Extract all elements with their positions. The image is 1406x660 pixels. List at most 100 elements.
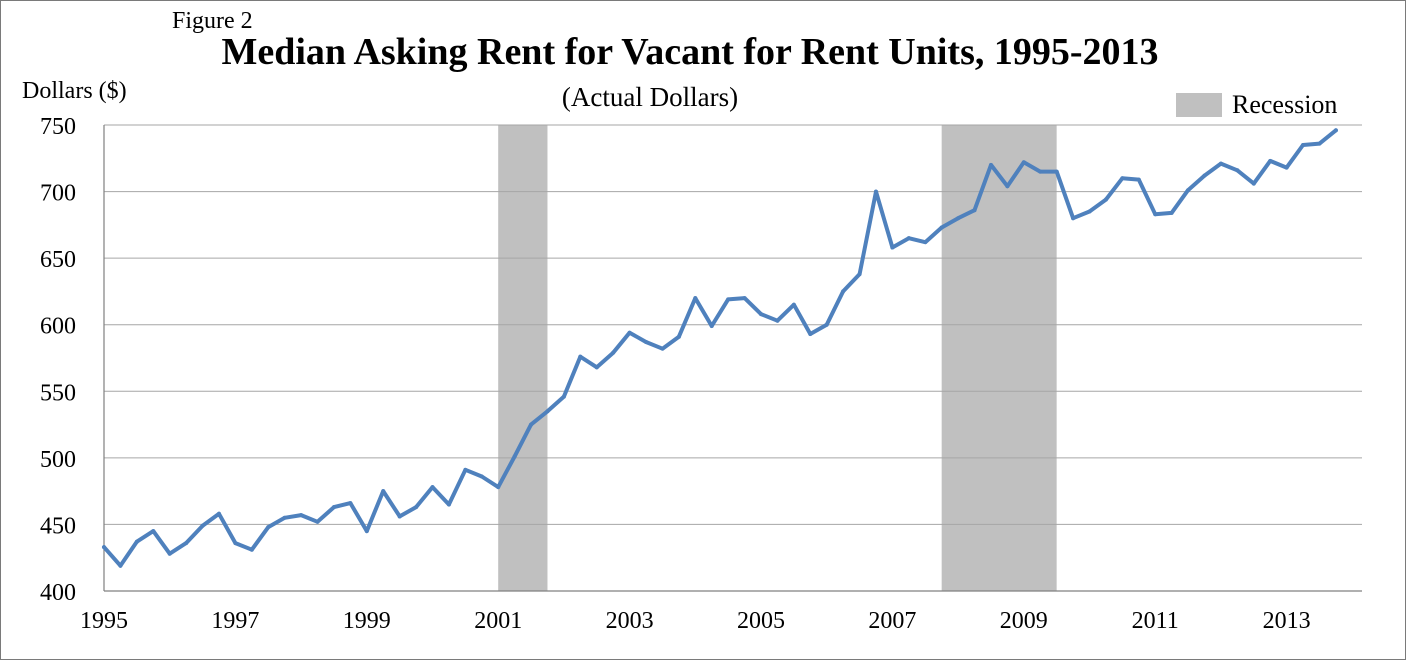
data-point [808, 332, 813, 337]
x-tick-label-2005: 2005 [737, 608, 785, 634]
data-point [397, 514, 402, 519]
data-point [956, 216, 961, 221]
data-point [167, 551, 172, 556]
data-point [1317, 141, 1322, 146]
data-point [1087, 209, 1092, 214]
data-point [184, 541, 189, 546]
y-tick-label-450: 450 [40, 513, 76, 539]
data-point [857, 272, 862, 277]
chart-subtitle: (Actual Dollars) [561, 82, 739, 112]
x-tick-label-2003: 2003 [606, 608, 654, 634]
axes [103, 125, 1362, 592]
legend-label-recession: Recession [1232, 90, 1338, 119]
data-point [331, 505, 336, 510]
data-point [873, 189, 878, 194]
data-point [1071, 216, 1076, 221]
chart-title: Median Asking Rent for Vacant for Rent U… [221, 31, 1159, 73]
data-point [266, 525, 271, 530]
data-point [1284, 165, 1289, 170]
data-point [315, 519, 320, 524]
data-point [200, 523, 205, 528]
y-tick-label-550: 550 [40, 380, 76, 406]
data-point [414, 505, 419, 510]
data-point [216, 511, 221, 516]
gridlines [104, 124, 1362, 525]
data-point [906, 236, 911, 241]
data-point [890, 245, 895, 250]
data-point [676, 334, 681, 339]
y-axis-label: Dollars ($) [22, 78, 127, 104]
data-point [923, 240, 928, 245]
legend-swatch-recession [1176, 93, 1222, 117]
data-point [118, 563, 123, 568]
data-point [446, 502, 451, 507]
data-point [1186, 188, 1191, 193]
data-point [463, 467, 468, 472]
data-point [561, 394, 566, 399]
data-point [709, 324, 714, 329]
data-point [545, 409, 550, 414]
data-point [364, 529, 369, 534]
data-point [939, 225, 944, 230]
data-point [381, 489, 386, 494]
y-tick-label-500: 500 [40, 447, 76, 473]
data-point [742, 296, 747, 301]
data-point [299, 513, 304, 518]
data-point [1202, 173, 1207, 178]
data-point [988, 162, 993, 167]
data-point [627, 330, 632, 335]
data-point [529, 422, 534, 427]
series-line-1 [102, 128, 1338, 568]
y-tick-label-750: 750 [40, 114, 76, 140]
y-tick-label-700: 700 [40, 181, 76, 207]
data-point [1120, 176, 1125, 181]
data-point [972, 208, 977, 213]
legend: Recession [1176, 90, 1337, 120]
data-point [1251, 181, 1256, 186]
data-point [660, 346, 665, 351]
x-tick-label-1997: 1997 [211, 608, 259, 634]
data-point [1005, 184, 1010, 189]
recession-bands [498, 125, 1057, 591]
data-point [430, 485, 435, 490]
data-point [578, 354, 583, 359]
data-point [611, 350, 616, 355]
y-tick-label-400: 400 [40, 580, 76, 606]
x-tick-label-1999: 1999 [343, 608, 391, 634]
data-point [693, 296, 698, 301]
data-point [151, 529, 156, 534]
data-point [1235, 168, 1240, 173]
data-point [1103, 197, 1108, 202]
data-point [759, 312, 763, 317]
data-point [282, 515, 287, 520]
series-layer [102, 128, 1338, 568]
data-point [726, 297, 731, 302]
y-tick-label-650: 650 [40, 247, 76, 273]
data-point [1169, 210, 1174, 215]
data-point [512, 454, 517, 459]
data-point [1054, 169, 1059, 174]
data-point [134, 539, 139, 544]
data-point [1218, 161, 1223, 166]
y-tick-label-600: 600 [40, 314, 76, 340]
data-point [233, 541, 238, 546]
x-tick-label-2009: 2009 [1000, 608, 1048, 634]
data-point [1301, 142, 1306, 147]
tick-labels: 400 450 500 550 600 650 700 750 1995 1997 1999 2001… [40, 114, 1311, 634]
data-point [1153, 212, 1158, 217]
recession-band-2 [941, 125, 1057, 591]
data-point [791, 302, 796, 307]
data-point [1021, 160, 1026, 165]
data-point [348, 501, 353, 506]
x-tick-label-1995: 1995 [80, 608, 128, 634]
data-point [249, 547, 254, 552]
x-tick-label-2013: 2013 [1263, 608, 1311, 634]
data-point [1333, 128, 1338, 133]
x-tick-label-2007: 2007 [868, 608, 916, 634]
data-point [1136, 177, 1141, 182]
data-point [1268, 158, 1273, 163]
data-point [824, 322, 829, 327]
recession-band-1 [498, 125, 548, 591]
data-point [102, 545, 106, 550]
